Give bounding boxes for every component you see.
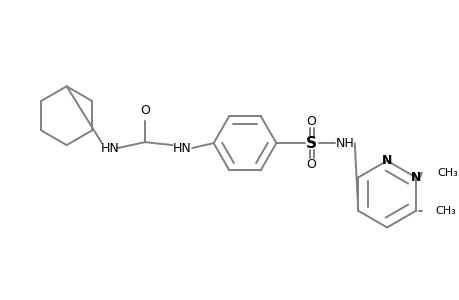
Text: NH: NH — [335, 136, 353, 150]
Text: N: N — [381, 154, 392, 167]
Text: S: S — [306, 136, 316, 151]
Text: CH₃: CH₃ — [435, 206, 455, 216]
Text: O: O — [140, 104, 150, 117]
Text: HN: HN — [100, 142, 119, 154]
Text: HN: HN — [173, 142, 191, 154]
Text: CH₃: CH₃ — [437, 167, 457, 178]
Text: O: O — [306, 115, 316, 128]
Text: N: N — [410, 171, 420, 184]
Text: O: O — [306, 158, 316, 171]
